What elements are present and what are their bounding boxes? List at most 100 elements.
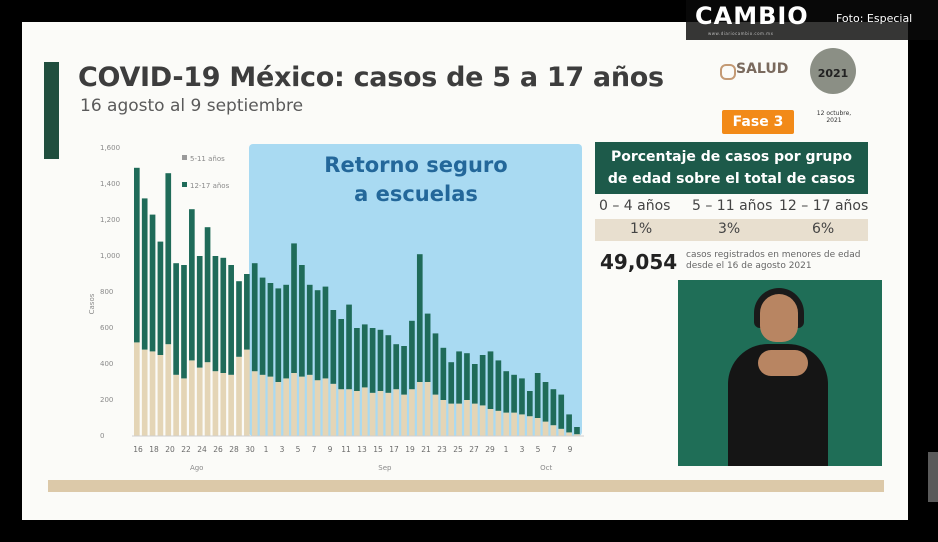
bar-12-17: [550, 389, 557, 426]
bar-5-11: [534, 418, 541, 436]
bar-5-11: [322, 378, 329, 436]
bar-12-17: [401, 346, 407, 395]
bar-12-17: [369, 328, 376, 393]
y-axis-ticks: 1,600 1,400 1,200 1,000 800 600 400 200 0: [100, 144, 120, 440]
bar-5-11: [275, 382, 282, 436]
bar-12-17: [409, 320, 415, 390]
year-seal-logo: 2021: [810, 48, 856, 94]
bar-5-11: [416, 382, 423, 436]
bar-5-11: [157, 355, 164, 436]
bar-12-17: [566, 414, 572, 433]
x-tick-label: 18: [149, 445, 159, 454]
bar-5-11: [330, 383, 337, 436]
bar-5-11: [212, 371, 219, 436]
x-tick-label: 23: [437, 445, 447, 454]
bar-12-17: [511, 374, 517, 413]
bar-12-17: [487, 351, 494, 409]
bars: [134, 167, 580, 436]
y-tick-label: 600: [100, 324, 113, 332]
bar-12-17: [189, 209, 195, 361]
bar-5-11: [487, 409, 494, 436]
cases-chart: Retorno seguro a escuelas Casos 1,600 1,4…: [88, 144, 584, 472]
bar-5-11: [220, 373, 227, 436]
bar-12-17: [275, 288, 282, 382]
bar-5-11: [141, 349, 148, 436]
highlight-text-line1: Retorno seguro: [324, 153, 507, 177]
bar-5-11: [196, 367, 203, 436]
page-subtitle: 16 agosto al 9 septiembre: [80, 96, 304, 116]
bar-5-11: [401, 394, 407, 436]
highlight-text-line2: a escuelas: [354, 182, 478, 206]
month-label: Ago: [190, 464, 204, 472]
bar-12-17: [165, 173, 172, 345]
bar-5-11: [558, 428, 565, 436]
bar-5-11: [385, 392, 392, 436]
bar-5-11: [393, 389, 400, 436]
bar-12-17: [181, 265, 187, 379]
x-tick-label: 26: [213, 445, 223, 454]
bar-12-17: [314, 290, 321, 381]
bar-12-17: [196, 256, 203, 368]
age-category-12-17: 12 – 17 años: [779, 198, 869, 214]
bar-5-11: [495, 410, 502, 436]
bar-12-17: [173, 263, 179, 375]
bar-12-17: [440, 347, 447, 400]
side-video-edge: [928, 452, 938, 502]
salud-logo: SALUD: [736, 61, 789, 77]
bar-5-11: [306, 374, 313, 436]
age-category-5-11: 5 – 11 años: [692, 198, 773, 214]
x-tick-label: 22: [181, 445, 191, 454]
bar-12-17: [377, 329, 384, 391]
x-tick-label: 5: [296, 445, 301, 454]
bar-12-17: [464, 353, 470, 400]
y-tick-label: 1,000: [100, 252, 120, 260]
phase-badge: Fase 3: [722, 110, 794, 134]
bar-12-17: [346, 304, 352, 390]
legend-label: 12-17 años: [190, 182, 230, 190]
bar-5-11: [503, 412, 510, 436]
x-tick-label: 3: [280, 445, 285, 454]
y-axis-label: Casos: [88, 293, 96, 314]
y-tick-label: 1,400: [100, 180, 120, 188]
bar-12-17: [393, 344, 400, 390]
month-label: Oct: [540, 464, 552, 472]
report-date: 12 octubre, 2021: [816, 110, 852, 124]
bar-12-17: [479, 355, 486, 406]
y-tick-label: 800: [100, 288, 113, 296]
bar-12-17: [416, 254, 423, 382]
bar-12-17: [542, 382, 549, 422]
bar-12-17: [574, 427, 580, 435]
bar-12-17: [267, 283, 274, 377]
bar-5-11: [283, 378, 289, 436]
bar-12-17: [283, 284, 289, 379]
bar-12-17: [212, 256, 219, 372]
page-title: COVID-19 México: casos de 5 a 17 años: [78, 62, 664, 93]
total-cases: 49,054: [600, 250, 678, 274]
bar-12-17: [244, 274, 250, 350]
cambio-logo: CAMBIO: [695, 2, 809, 30]
bar-12-17: [338, 319, 345, 390]
bar-5-11: [259, 374, 266, 436]
x-tick-label: 24: [197, 445, 207, 454]
bar-12-17: [322, 286, 329, 379]
bar-12-17: [526, 391, 533, 417]
bar-5-11: [291, 373, 297, 436]
bar-5-11: [471, 403, 478, 436]
bar-5-11: [204, 362, 211, 436]
y-tick-label: 200: [100, 396, 113, 404]
bar-12-17: [259, 277, 266, 375]
cambio-site: www.diariocambio.com.mx: [708, 31, 774, 36]
slide: COVID-19 México: casos de 5 a 17 años 16…: [22, 22, 908, 520]
title-accent-bar: [44, 62, 59, 159]
bar-5-11: [338, 389, 345, 436]
x-tick-label: 9: [568, 445, 573, 454]
watermark-block: CAMBIO www.diariocambio.com.mx Foto: Esp…: [686, 0, 938, 40]
interpreter-head: [760, 294, 798, 342]
bar-5-11: [511, 412, 517, 436]
x-tick-label: 5: [536, 445, 541, 454]
salud-emblem-icon: [720, 64, 736, 80]
bar-5-11: [354, 391, 360, 436]
bar-12-17: [157, 241, 164, 355]
y-tick-label: 0: [100, 432, 104, 440]
bar-5-11: [448, 403, 455, 436]
